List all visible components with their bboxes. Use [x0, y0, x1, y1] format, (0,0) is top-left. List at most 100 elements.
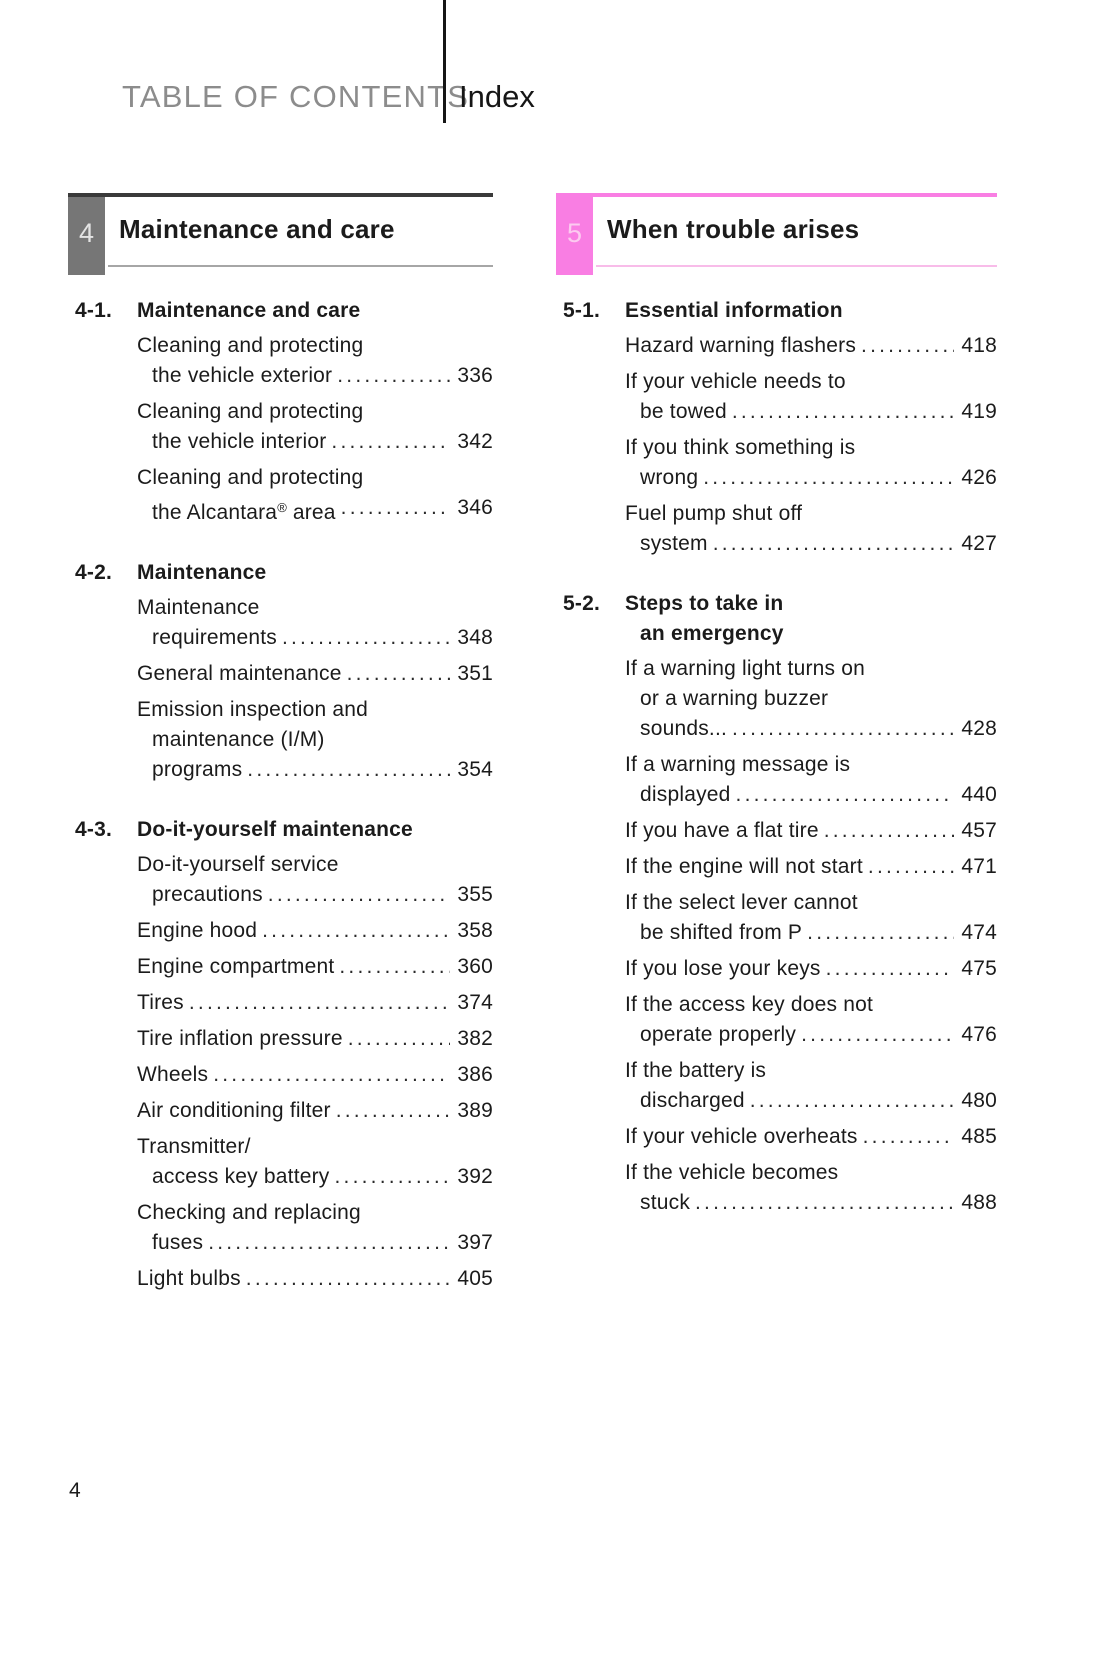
- section-entries: Maintenance requirements 348 General mainte…: [137, 593, 493, 785]
- section-number-box: 4: [68, 197, 105, 275]
- dot-leader: [348, 1024, 451, 1054]
- toc-section: 5-1. Essential information Hazard warning …: [556, 296, 997, 559]
- section-title: Maintenance and care: [137, 296, 493, 326]
- dot-leader: [732, 397, 955, 427]
- section-label: 5-1.: [563, 299, 600, 322]
- dot-leader: [339, 952, 450, 982]
- dot-leader: [208, 1228, 450, 1258]
- toc-entry-line: displayed 440: [625, 780, 997, 810]
- toc-entry-line: fuses 397: [137, 1228, 493, 1258]
- toc-entry-line: or a warning buzzer: [640, 687, 829, 710]
- toc-entry-text: fuses: [152, 1231, 204, 1254]
- toc-entry-line: Engine hood 358: [137, 916, 493, 946]
- dot-leader: [213, 1060, 450, 1090]
- toc-entry-line: Light bulbs 405: [137, 1264, 493, 1294]
- section-title-line: an emergency: [640, 622, 784, 645]
- page-number: 474: [961, 921, 997, 944]
- toc-entry-line: Tires 374: [137, 988, 493, 1018]
- toc-entry-line: precautions 355: [137, 880, 493, 910]
- page-number: 485: [961, 1125, 997, 1148]
- toc-entry: Cleaning and protecting the vehicle exter…: [137, 331, 493, 391]
- toc-entry-text: Tires: [137, 991, 184, 1014]
- toc-entry-text: system: [640, 532, 708, 555]
- section-entries: If a warning light turns on or a warning …: [625, 654, 997, 1218]
- dot-leader: [262, 916, 450, 946]
- page-number: 405: [457, 1267, 493, 1290]
- dot-leader: [861, 331, 954, 361]
- toc-entry-line: the Alcantara® area 346: [137, 493, 493, 528]
- section-number: 4: [78, 217, 95, 248]
- toc-entry-line: If you have a flat tire 457: [625, 816, 997, 846]
- page-number: 336: [457, 364, 493, 387]
- dot-leader: [703, 463, 954, 493]
- toc-entry-line: wrong 426: [625, 463, 997, 493]
- toc-section: 4-3. Do-it-yourself maintenance Do-it-your…: [68, 815, 493, 1294]
- toc-entry-text: Engine compartment: [137, 955, 335, 978]
- page-number: 355: [457, 883, 493, 906]
- toc-entry: Tire inflation pressure 382: [137, 1024, 493, 1054]
- toc-entry-line: If the vehicle becomes: [625, 1161, 839, 1184]
- toc-entry: Engine compartment 360: [137, 952, 493, 982]
- toc-column-left: 4 Maintenance and care 4-1. Maintenance and…: [68, 189, 493, 1300]
- toc-entry-line: Transmitter/: [137, 1135, 251, 1158]
- toc-entry: If you have a flat tire 457: [625, 816, 997, 846]
- toc-entry-line: access key battery 392: [137, 1162, 493, 1192]
- dot-leader: [863, 1122, 955, 1152]
- toc-entry-line: Wheels 386: [137, 1060, 493, 1090]
- toc-entry-line: Checking and replacing: [137, 1201, 361, 1224]
- toc-entry-text: programs: [152, 758, 243, 781]
- toc-entry: Checking and replacing fuses 397: [137, 1198, 493, 1258]
- section-heading: 5-1. Essential information: [563, 296, 997, 326]
- section-banner-title: Maintenance and care: [119, 213, 395, 244]
- dot-leader: [246, 1264, 451, 1294]
- toc-entry: General maintenance 351: [137, 659, 493, 689]
- toc-entry: Engine hood 358: [137, 916, 493, 946]
- dot-leader: [826, 954, 955, 984]
- toc-entry-line: operate properly 476: [625, 1020, 997, 1050]
- toc-entry: Light bulbs 405: [137, 1264, 493, 1294]
- toc-entry-text: the vehicle exterior: [152, 364, 333, 387]
- toc-entry-text: the vehicle interior: [152, 430, 327, 453]
- section-title-line: Steps to take in: [625, 592, 784, 615]
- toc-column-right: 5 When trouble arises 5-1. Essential inform…: [556, 189, 997, 1224]
- toc-entry: Emission inspection and maintenance (I/M)…: [137, 695, 493, 785]
- page-number: 382: [457, 1027, 493, 1050]
- toc-entry-line: be towed 419: [625, 397, 997, 427]
- toc-entry-line: be shifted from P 474: [625, 918, 997, 948]
- toc-entry-line: Cleaning and protecting: [137, 400, 364, 423]
- toc-entry: If a warning light turns on or a warning …: [625, 654, 997, 744]
- toc-entry: Fuel pump shut off system 427: [625, 499, 997, 559]
- dot-leader: [824, 816, 955, 846]
- page-number: 358: [457, 919, 493, 942]
- section-label: 4-1.: [75, 299, 112, 322]
- section-title-line: Maintenance and care: [137, 299, 361, 322]
- section-entries: Cleaning and protecting the vehicle exter…: [137, 331, 493, 528]
- toc-entry-line: Hazard warning flashers 418: [625, 331, 997, 361]
- section-heading: 4-3. Do-it-yourself maintenance: [75, 815, 493, 845]
- toc-section: 4-1. Maintenance and care Cleaning and pro…: [68, 296, 493, 528]
- toc-entry-text: If the engine will not start: [625, 855, 863, 878]
- dot-leader: [335, 1162, 451, 1192]
- toc-entry-line: Fuel pump shut off: [625, 502, 803, 525]
- toc-entry: If your vehicle overheats 485: [625, 1122, 997, 1152]
- toc-entry-text: operate properly: [640, 1023, 797, 1046]
- toc-entry-line: Do-it-yourself service: [137, 853, 339, 876]
- dot-leader: [247, 755, 450, 785]
- section-heading: 5-2. Steps to take in an emergency: [563, 589, 997, 649]
- toc-entry-text: Air conditioning filter: [137, 1099, 331, 1122]
- page-number: 480: [961, 1089, 997, 1112]
- toc-entry: Cleaning and protecting the Alcantara® ar…: [137, 463, 493, 528]
- toc-entry-text: Tire inflation pressure: [137, 1027, 343, 1050]
- toc-entry-text: discharged: [640, 1089, 745, 1112]
- toc-entry-line: stuck 488: [625, 1188, 997, 1218]
- toc-entry-text: be shifted from P: [640, 921, 803, 944]
- page-number: 348: [457, 626, 493, 649]
- toc-entry: If a warning message is displayed 440: [625, 750, 997, 810]
- toc-entry-line: Cleaning and protecting: [137, 334, 364, 357]
- section-banner-title: When trouble arises: [607, 213, 860, 244]
- toc-entry-line: Tire inflation pressure 382: [137, 1024, 493, 1054]
- section-number: 5: [566, 217, 583, 248]
- dot-leader: [807, 918, 954, 948]
- dot-leader: [282, 623, 450, 653]
